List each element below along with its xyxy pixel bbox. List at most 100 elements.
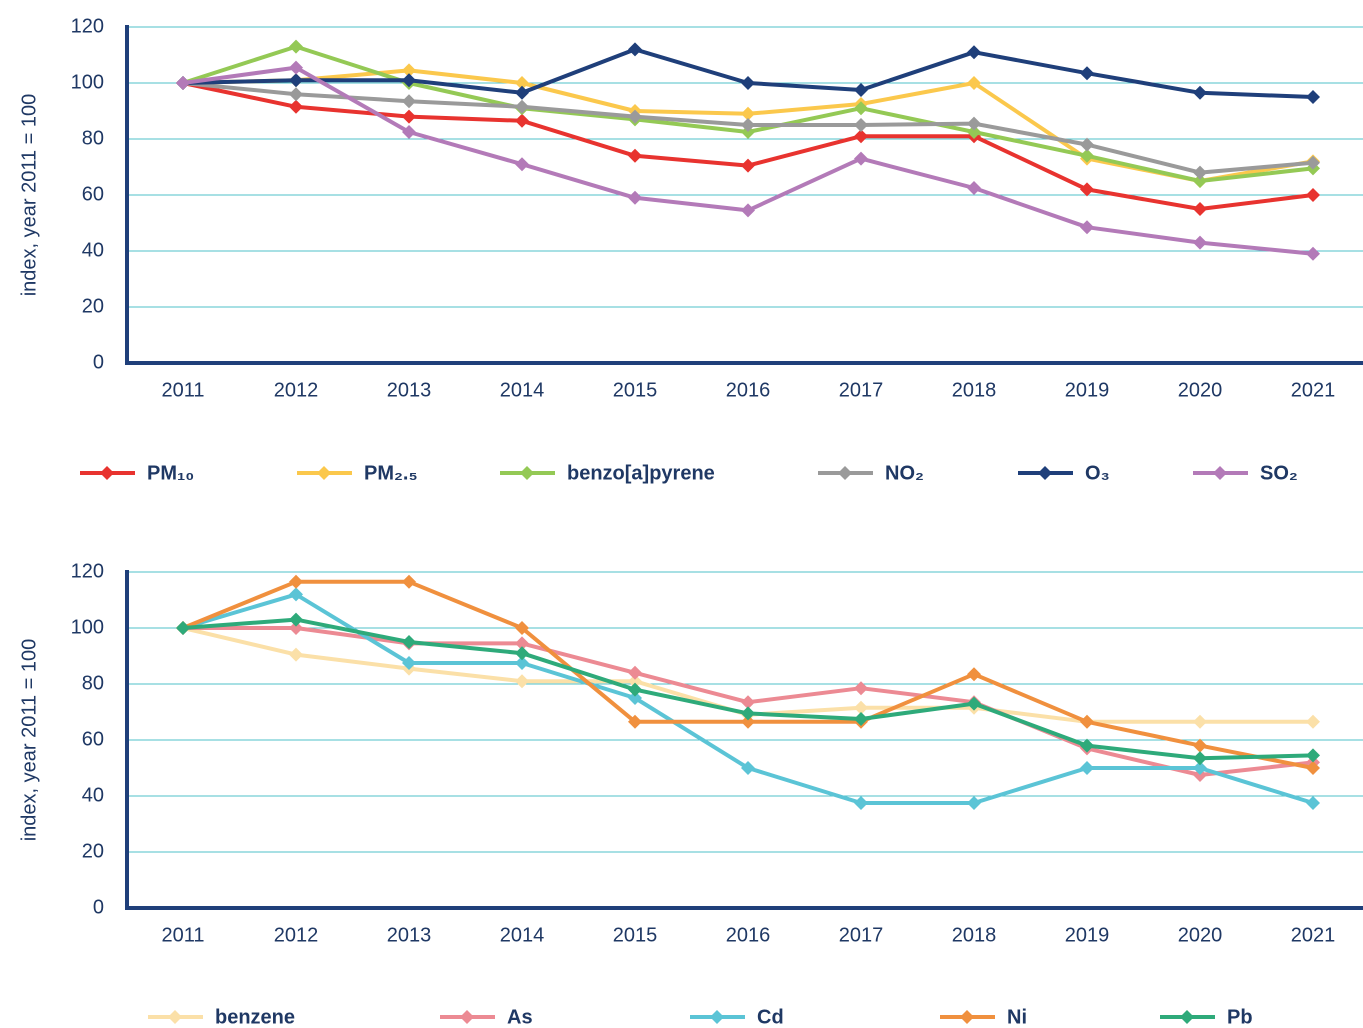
marker <box>1193 174 1207 188</box>
x-tick-label: 2012 <box>274 924 319 946</box>
marker <box>628 190 642 205</box>
legend-marker <box>100 466 114 480</box>
marker <box>176 76 190 90</box>
legend-marker <box>1213 466 1227 480</box>
marker <box>1080 137 1094 152</box>
legend-marker <box>710 1010 724 1024</box>
marker <box>402 656 416 670</box>
x-tick-label: 2011 <box>161 924 204 946</box>
marker <box>967 125 981 139</box>
marker <box>289 99 303 114</box>
legend-label: benzo[a]pyrene <box>567 462 715 484</box>
marker <box>628 665 642 680</box>
y-tick-label: 60 <box>82 728 104 750</box>
x-tick-label: 2018 <box>952 379 997 401</box>
marker <box>1193 85 1207 100</box>
marker <box>854 681 868 696</box>
x-tick-label: 2016 <box>726 379 771 401</box>
marker <box>1306 796 1320 810</box>
marker <box>1080 66 1094 81</box>
marker <box>402 574 416 589</box>
x-tick-label: 2013 <box>387 379 432 401</box>
marker <box>628 674 642 689</box>
marker <box>1306 748 1320 763</box>
y-tick-label: 120 <box>71 15 104 37</box>
y-axis-title: index, year 2011 = 100 <box>18 639 40 842</box>
marker <box>1193 235 1207 250</box>
legend-label: Ni <box>1007 1006 1027 1028</box>
x-tick-label: 2017 <box>839 379 884 401</box>
marker <box>289 621 303 635</box>
marker <box>628 691 642 705</box>
marker <box>1193 714 1207 729</box>
marker <box>515 157 529 172</box>
y-tick-label: 40 <box>82 784 104 806</box>
marker <box>402 73 416 88</box>
y-axis-title: index, year 2011 = 100 <box>18 94 40 297</box>
y-tick-label: 120 <box>71 560 104 582</box>
legend-marker <box>168 1010 182 1024</box>
legend-marker <box>960 1010 974 1024</box>
y-tick-label: 20 <box>82 295 104 317</box>
marker <box>515 76 529 90</box>
marker <box>1306 246 1320 261</box>
marker <box>289 612 303 627</box>
marker <box>967 181 981 195</box>
legend-label: Cd <box>757 1006 784 1028</box>
marker <box>289 73 303 88</box>
y-tick-label: 100 <box>71 616 104 638</box>
marker <box>628 682 642 697</box>
marker <box>289 587 303 602</box>
marker <box>1306 761 1320 775</box>
y-tick-label: 60 <box>82 183 104 205</box>
x-tick-label: 2016 <box>726 924 771 946</box>
marker <box>289 574 303 589</box>
x-tick-label: 2017 <box>839 924 884 946</box>
marker <box>289 647 303 662</box>
x-tick-label: 2018 <box>952 924 997 946</box>
marker <box>289 87 303 102</box>
x-tick-label: 2020 <box>1178 924 1223 946</box>
marker <box>1306 155 1320 170</box>
marker <box>1193 165 1207 180</box>
y-tick-label: 80 <box>82 672 104 694</box>
marker <box>289 60 303 75</box>
legend-label: PM₁₀ <box>147 462 194 484</box>
marker <box>515 656 529 670</box>
marker <box>1080 220 1094 235</box>
marker <box>1306 90 1320 104</box>
marker <box>854 101 868 116</box>
marker <box>628 714 642 729</box>
x-tick-label: 2015 <box>613 379 658 401</box>
marker <box>515 99 529 114</box>
marker <box>628 42 642 57</box>
marker <box>515 621 529 635</box>
marker <box>854 151 868 166</box>
marker <box>854 700 868 715</box>
y-tick-label: 100 <box>71 71 104 93</box>
x-tick-label: 2014 <box>500 924 545 946</box>
marker <box>741 158 755 173</box>
marker <box>1080 714 1094 729</box>
series-line <box>182 617 1314 761</box>
marker <box>1193 202 1207 216</box>
y-tick-label: 20 <box>82 840 104 862</box>
marker <box>854 118 868 132</box>
marker <box>1193 738 1207 753</box>
x-tick-label: 2021 <box>1291 379 1336 401</box>
marker <box>967 76 981 90</box>
marker <box>967 667 981 682</box>
legend-marker <box>1180 1010 1194 1024</box>
legend-label: SO₂ <box>1260 462 1298 484</box>
y-tick-label: 0 <box>93 351 104 373</box>
marker <box>1306 714 1320 729</box>
x-tick-label: 2014 <box>500 379 545 401</box>
marker <box>176 621 190 635</box>
legend-label: NO₂ <box>885 462 924 484</box>
marker <box>1080 761 1094 775</box>
x-tick-label: 2012 <box>274 379 319 401</box>
marker <box>741 695 755 710</box>
x-tick-label: 2015 <box>613 924 658 946</box>
marker <box>967 45 981 60</box>
legend-marker <box>838 466 852 480</box>
